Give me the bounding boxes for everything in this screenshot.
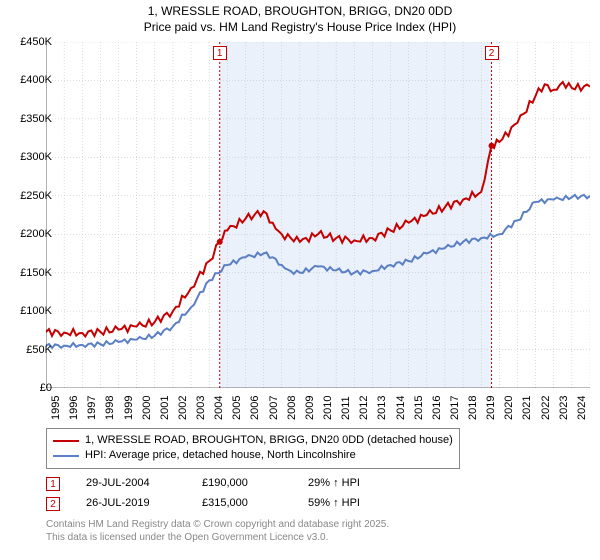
chart-area bbox=[46, 42, 590, 388]
y-tick-label: £0 bbox=[40, 382, 52, 394]
sales-list: 1 29-JUL-2004 £190,000 29% ↑ HPI 2 26-JUL-201… bbox=[46, 474, 360, 514]
legend-label: HPI: Average price, detached house, Nort… bbox=[85, 448, 356, 463]
x-tick-label: 2023 bbox=[558, 396, 570, 420]
chart-title: 1, WRESSLE ROAD, BROUGHTON, BRIGG, DN20 … bbox=[0, 0, 600, 35]
x-tick-label: 2018 bbox=[467, 396, 479, 420]
x-tick-label: 2020 bbox=[503, 396, 515, 420]
x-tick-label: 2015 bbox=[413, 396, 425, 420]
y-tick-label: £150K bbox=[20, 267, 52, 279]
x-tick-label: 2024 bbox=[576, 396, 588, 420]
x-tick-label: 2019 bbox=[485, 396, 497, 420]
sale-marker: 1 bbox=[46, 477, 60, 491]
y-tick-label: £300K bbox=[20, 151, 52, 163]
x-tick-label: 2014 bbox=[395, 396, 407, 420]
x-tick-label: 2001 bbox=[159, 396, 171, 420]
sale-row: 1 29-JUL-2004 £190,000 29% ↑ HPI bbox=[46, 474, 360, 494]
x-tick-label: 2009 bbox=[304, 396, 316, 420]
x-tick-label: 1999 bbox=[123, 396, 135, 420]
x-tick-label: 2022 bbox=[540, 396, 552, 420]
x-tick-label: 2010 bbox=[322, 396, 334, 420]
sale-date: 29-JUL-2004 bbox=[86, 474, 176, 494]
x-tick-label: 1996 bbox=[68, 396, 80, 420]
x-tick-label: 1997 bbox=[86, 396, 98, 420]
sale-marker-2: 2 bbox=[485, 46, 499, 60]
x-tick-label: 2003 bbox=[195, 396, 207, 420]
legend-item: HPI: Average price, detached house, Nort… bbox=[53, 448, 453, 463]
y-tick-label: £450K bbox=[20, 36, 52, 48]
footer-line1: Contains HM Land Registry data © Crown c… bbox=[46, 518, 389, 531]
legend-label: 1, WRESSLE ROAD, BROUGHTON, BRIGG, DN20 … bbox=[85, 433, 453, 448]
x-tick-label: 2012 bbox=[358, 396, 370, 420]
sale-date: 26-JUL-2019 bbox=[86, 494, 176, 514]
x-tick-label: 2017 bbox=[449, 396, 461, 420]
legend-swatch bbox=[53, 455, 79, 457]
legend-swatch bbox=[53, 440, 79, 442]
sale-pct: 29% ↑ HPI bbox=[308, 474, 360, 494]
x-tick-label: 2000 bbox=[141, 396, 153, 420]
footer: Contains HM Land Registry data © Crown c… bbox=[46, 518, 389, 544]
y-tick-label: £100K bbox=[20, 305, 52, 317]
sale-marker-1: 1 bbox=[213, 46, 227, 60]
x-tick-label: 2004 bbox=[213, 396, 225, 420]
y-tick-label: £200K bbox=[20, 228, 52, 240]
sale-price: £315,000 bbox=[202, 494, 282, 514]
x-tick-label: 2002 bbox=[177, 396, 189, 420]
title-line2: Price paid vs. HM Land Registry's House … bbox=[0, 20, 600, 36]
y-tick-label: £50K bbox=[26, 344, 52, 356]
legend-item: 1, WRESSLE ROAD, BROUGHTON, BRIGG, DN20 … bbox=[53, 433, 453, 448]
x-tick-label: 2006 bbox=[249, 396, 261, 420]
y-tick-label: £400K bbox=[20, 74, 52, 86]
title-line1: 1, WRESSLE ROAD, BROUGHTON, BRIGG, DN20 … bbox=[0, 4, 600, 20]
x-tick-label: 1995 bbox=[50, 396, 62, 420]
sale-marker: 2 bbox=[46, 497, 60, 511]
chart-svg bbox=[46, 42, 590, 388]
footer-line2: This data is licensed under the Open Gov… bbox=[46, 531, 389, 544]
x-tick-label: 2007 bbox=[268, 396, 280, 420]
x-tick-label: 2016 bbox=[431, 396, 443, 420]
legend: 1, WRESSLE ROAD, BROUGHTON, BRIGG, DN20 … bbox=[46, 428, 460, 469]
y-tick-label: £250K bbox=[20, 190, 52, 202]
x-tick-label: 2011 bbox=[340, 396, 352, 420]
sale-row: 2 26-JUL-2019 £315,000 59% ↑ HPI bbox=[46, 494, 360, 514]
sale-price: £190,000 bbox=[202, 474, 282, 494]
x-tick-label: 2013 bbox=[376, 396, 388, 420]
y-tick-label: £350K bbox=[20, 113, 52, 125]
x-tick-label: 2021 bbox=[521, 396, 533, 420]
sale-pct: 59% ↑ HPI bbox=[308, 494, 360, 514]
x-tick-label: 2008 bbox=[286, 396, 298, 420]
x-tick-label: 2005 bbox=[231, 396, 243, 420]
x-tick-label: 1998 bbox=[104, 396, 116, 420]
